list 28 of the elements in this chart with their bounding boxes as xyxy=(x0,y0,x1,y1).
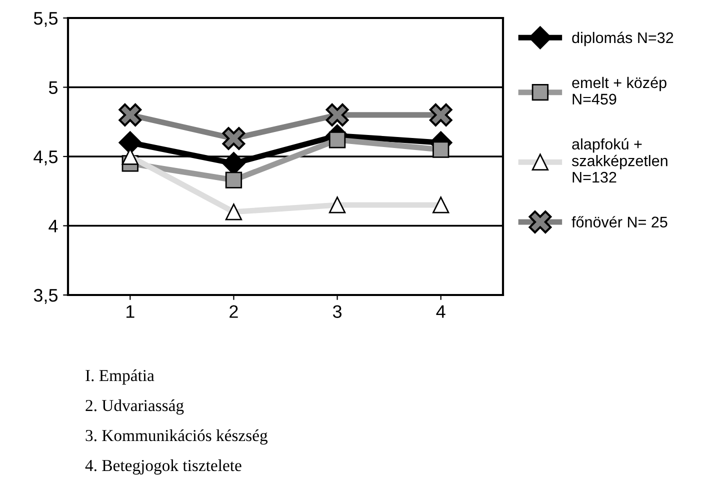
legend-label: diplomás N=32 xyxy=(572,32,674,46)
x-tick-label: 2 xyxy=(230,305,238,318)
y-tick-label: 5,5 xyxy=(34,12,58,27)
point xyxy=(432,196,450,214)
y-tick-label: 5 xyxy=(48,81,58,94)
point xyxy=(118,103,142,126)
x-tick-label: 1 xyxy=(126,305,134,318)
text: I. Empátia xyxy=(86,369,154,385)
point xyxy=(328,196,346,214)
text: 3. Kommunikációs készség xyxy=(86,429,268,445)
point xyxy=(118,131,142,154)
legend-label: főnövér N= 25 xyxy=(572,216,668,228)
y-tick-label: 4 xyxy=(48,220,58,232)
legend-label: alapfokú + szakképzetlen N=132 xyxy=(572,138,668,183)
point xyxy=(326,103,349,126)
point xyxy=(328,132,346,148)
x-tick-label: 3 xyxy=(332,305,342,318)
y-tick-label: 4,5 xyxy=(34,150,58,166)
point xyxy=(432,141,450,158)
text: 2. Udvariasság xyxy=(86,399,184,415)
y-tick-label: 3,5 xyxy=(34,288,58,304)
point xyxy=(222,127,246,150)
legend-label: emelt + közép N=459 xyxy=(572,76,666,105)
x-tick-label: 4 xyxy=(436,305,446,318)
point xyxy=(429,103,452,126)
text: 4. Betegjogok tisztelete xyxy=(85,459,242,475)
point xyxy=(225,204,242,220)
point xyxy=(225,172,242,188)
